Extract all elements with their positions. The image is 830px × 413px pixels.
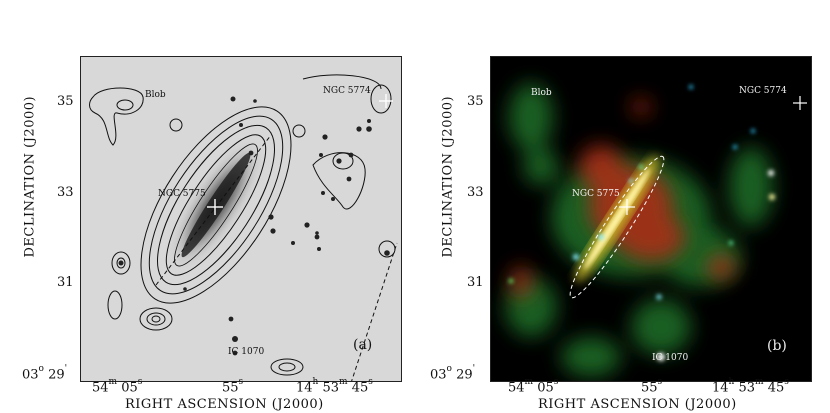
panel-b-ytick-33: 33 (467, 185, 484, 200)
panel-a-id: (a) (353, 337, 373, 353)
panel-b-xtick-14h: 14h 53m 45s (712, 377, 789, 396)
major-axis-line-a (155, 134, 272, 286)
panel-b-image-frame: Blob NGC 5774 NGC 5775 IC 1070 (b) (490, 56, 812, 382)
disk-outline-b (569, 155, 665, 299)
panel-a-xtick-55s: 55s (222, 377, 244, 396)
panel-b-xtick-55s: 55s (641, 377, 663, 396)
panel-a-ytick-31: 31 (57, 275, 74, 290)
edge-dashed-line-a (351, 242, 398, 381)
ngc5774-contours-a (292, 74, 392, 210)
panel-a-image-frame: Blob NGC 5774 NGC 5775 IC 1070 (a) (80, 56, 402, 382)
panel-b-xtick-54m: 54m 05s (508, 377, 559, 396)
panel-b-xray-image (491, 57, 811, 381)
ic1070-label-b: IC 1070 (652, 353, 689, 363)
ngc5774-cross-b (793, 96, 807, 110)
panel-a-ytick-33: 33 (57, 185, 74, 200)
ngc5775-label-a: NGC 5775 (158, 189, 206, 199)
panel-b-ytick-31: 31 (467, 275, 484, 290)
panel-a-xlabel: RIGHT ASCENSION (J2000) (125, 397, 324, 412)
red-emission-b (511, 99, 735, 298)
lower-contours-a (107, 240, 396, 376)
point-sources-b (508, 85, 775, 361)
panel-a-xtick-54m: 54m 05s (92, 377, 143, 396)
ngc5774-label-b: NGC 5774 (739, 86, 787, 96)
blob-label-a: Blob (145, 90, 166, 100)
stars-a (118, 96, 390, 356)
ic1070-label-a: IC 1070 (228, 347, 265, 357)
ngc5774-label-a: NGC 5774 (323, 86, 371, 96)
panel-a-xtick-14h: 14h 53m 45s (296, 377, 373, 396)
panel-a-ytick-35: 35 (57, 94, 74, 109)
panel-a-ytick-bottom: 03o 29' (22, 364, 68, 383)
panel-b-ytick-bottom: 03o 29' (430, 364, 476, 383)
blob-contours-a (89, 87, 183, 146)
panel-b-ytick-35: 35 (467, 94, 484, 109)
panel-b-id: (b) (767, 338, 787, 354)
center-cross-a (207, 199, 223, 215)
center-cross-b (619, 199, 635, 215)
blob-label-b: Blob (531, 88, 552, 98)
panel-b-xlabel: RIGHT ASCENSION (J2000) (538, 397, 737, 412)
ngc5774-cross-a (379, 94, 393, 108)
panel-b-ylabel: DECLINATION (J2000) (440, 95, 456, 258)
ngc5775-label-b: NGC 5775 (572, 189, 620, 199)
panel-a-optical-image (81, 57, 401, 381)
panel-a-ylabel: DECLINATION (J2000) (22, 95, 38, 258)
ngc5775-disk-b (575, 155, 659, 283)
